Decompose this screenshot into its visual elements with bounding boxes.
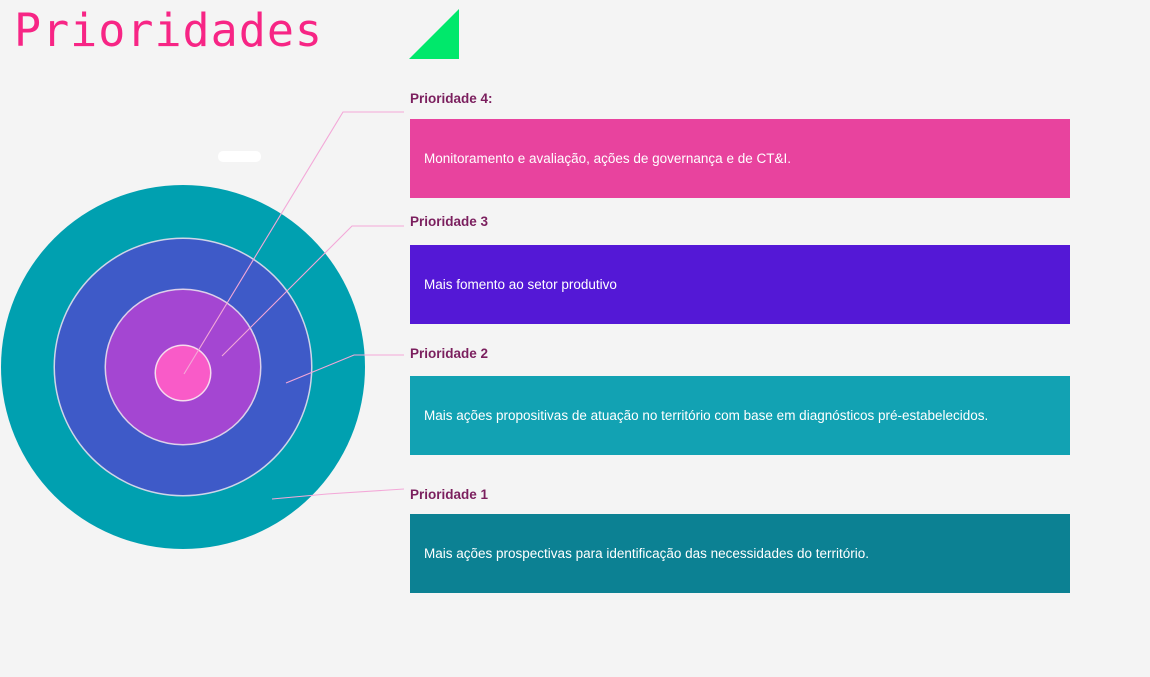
priority-1-label: Prioridade 1 xyxy=(410,487,489,502)
priority-4-text: Monitoramento e avaliação, ações de gove… xyxy=(424,150,791,166)
priority-2-label: Prioridade 2 xyxy=(410,346,489,361)
priority-3-label: Prioridade 3 xyxy=(410,214,489,229)
priority-3-text: Mais fomento ao setor produtivo xyxy=(424,276,617,292)
priority-1-box[interactable]: Mais ações prospectivas para identificaç… xyxy=(410,514,1070,593)
priority-2-text: Mais ações propositivas de atuação no te… xyxy=(424,407,989,423)
priority-2-box[interactable]: Mais ações propositivas de atuação no te… xyxy=(410,376,1070,455)
green-triangle-icon xyxy=(409,9,459,59)
page-title: Prioridades xyxy=(14,4,324,57)
white-pill-decoration xyxy=(218,151,261,162)
priority-4-box[interactable]: Monitoramento e avaliação, ações de gove… xyxy=(410,119,1070,198)
priority-3-box[interactable]: Mais fomento ao setor produtivo xyxy=(410,245,1070,324)
priority-4-label: Prioridade 4: xyxy=(410,91,493,106)
ring-core-priority-4[interactable] xyxy=(156,346,210,400)
priority-1-text: Mais ações prospectivas para identificaç… xyxy=(424,545,869,561)
